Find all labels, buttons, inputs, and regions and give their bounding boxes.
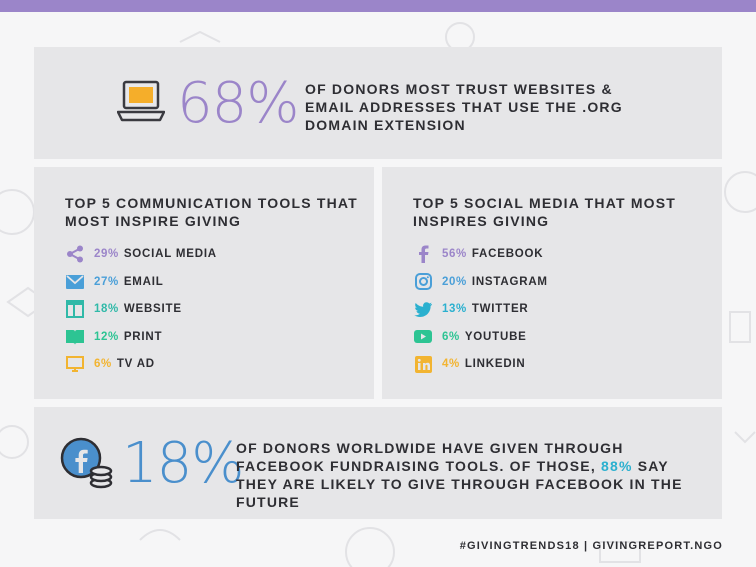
tv-icon bbox=[65, 355, 85, 373]
social-title: TOP 5 SOCIAL MEDIA THAT MOST INSPIRES GI… bbox=[413, 195, 677, 229]
facebook-icon bbox=[413, 245, 433, 263]
item-label: INSTAGRAM bbox=[471, 275, 548, 288]
social-media-panel: TOP 5 SOCIAL MEDIA THAT MOST INSPIRES GI… bbox=[382, 167, 722, 399]
trust-description: OF DONORS MOST TRUST WEBSITES & EMAIL AD… bbox=[305, 81, 623, 133]
list-item: 4% LINKEDIN bbox=[413, 355, 548, 373]
facebook-stat-panel: 18% OF DONORS WORLDWIDE HAVE GIVEN THROU… bbox=[34, 407, 722, 519]
website-icon bbox=[65, 300, 85, 318]
item-percent: 12% bbox=[94, 330, 119, 343]
item-label: TWITTER bbox=[471, 303, 529, 315]
facebook-description: OF DONORS WORLDWIDE HAVE GIVEN THROUGH F… bbox=[236, 439, 706, 511]
item-label: FACEBOOK bbox=[471, 248, 544, 260]
item-label: TV AD bbox=[116, 358, 155, 370]
list-item: 18% WEBSITE bbox=[65, 300, 217, 318]
item-label: EMAIL bbox=[123, 275, 164, 288]
linkedin-icon bbox=[413, 355, 433, 373]
footer-hashtag: #GIVINGTRENDS18 | GIVINGREPORT.NGO bbox=[459, 540, 723, 552]
list-item: 13% TWITTER bbox=[413, 300, 548, 318]
list-item: 20% INSTAGRAM bbox=[413, 273, 548, 291]
facebook-coins-icon bbox=[60, 437, 113, 489]
twitter-icon bbox=[413, 300, 433, 318]
youtube-icon bbox=[413, 328, 433, 346]
tools-title: TOP 5 COMMUNICATION TOOLS THAT MOST INSP… bbox=[65, 195, 358, 229]
item-label: LINKEDIN bbox=[464, 358, 526, 370]
list-item: 29% SOCIAL MEDIA bbox=[65, 245, 217, 263]
item-percent: 56% bbox=[442, 248, 467, 260]
list-item: 56% FACEBOOK bbox=[413, 245, 548, 263]
item-percent: 6% bbox=[94, 358, 112, 370]
item-label: YOUTUBE bbox=[464, 330, 527, 343]
likely-percent: 88% bbox=[601, 458, 633, 474]
item-percent: 27% bbox=[94, 275, 119, 288]
item-label: PRINT bbox=[123, 330, 163, 343]
tools-list: 29% SOCIAL MEDIA 27% EMAIL 18% WEBSITE 1… bbox=[65, 245, 217, 383]
list-item: 27% EMAIL bbox=[65, 273, 217, 291]
item-percent: 4% bbox=[442, 358, 460, 370]
facebook-percent: 18% bbox=[122, 431, 244, 496]
list-item: 6% YOUTUBE bbox=[413, 328, 548, 346]
item-percent: 18% bbox=[94, 303, 119, 315]
item-percent: 20% bbox=[442, 275, 467, 288]
facebook-description-end: SAY THEY ARE LIKELY TO GIVE THROUGH FACE… bbox=[236, 458, 683, 510]
item-percent: 6% bbox=[442, 330, 460, 343]
item-percent: 29% bbox=[94, 248, 119, 260]
list-item: 12% PRINT bbox=[65, 328, 217, 346]
instagram-icon bbox=[413, 273, 433, 291]
communication-tools-panel: TOP 5 COMMUNICATION TOOLS THAT MOST INSP… bbox=[34, 167, 374, 399]
social-list: 56% FACEBOOK 20% INSTAGRAM 13% TWITTER 6… bbox=[413, 245, 548, 383]
trust-stat-panel: 68% OF DONORS MOST TRUST WEBSITES & EMAI… bbox=[34, 47, 722, 159]
book-icon bbox=[65, 328, 85, 346]
top-accent-bar bbox=[0, 0, 756, 12]
email-icon bbox=[65, 273, 85, 291]
share-icon bbox=[65, 245, 85, 263]
facebook-description-start: OF DONORS WORLDWIDE HAVE GIVEN THROUGH F… bbox=[236, 440, 624, 474]
item-label: WEBSITE bbox=[123, 303, 182, 315]
item-label: SOCIAL MEDIA bbox=[123, 248, 217, 260]
trust-percent: 68% bbox=[177, 71, 299, 136]
laptop-icon bbox=[117, 80, 165, 122]
list-item: 6% TV AD bbox=[65, 355, 217, 373]
item-percent: 13% bbox=[442, 303, 467, 315]
